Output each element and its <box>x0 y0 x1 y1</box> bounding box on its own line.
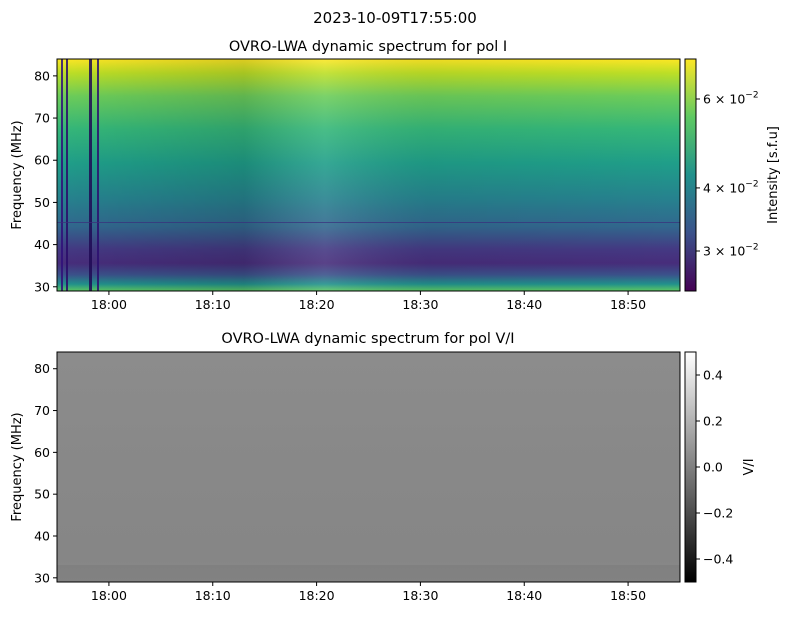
x-axis-pol-vi: 18:00 18:10 18:20 18:30 18:40 18:50 <box>91 582 646 603</box>
x-tick-label-pol-vi: 18:20 <box>299 588 335 603</box>
x-tick-label-pol-i: 18:00 <box>91 297 127 312</box>
frame-pol-i <box>56 58 681 292</box>
colorbar-tick-label-pol-vi: −0.2 <box>703 506 733 521</box>
x-tick-label-pol-vi: 18:00 <box>91 588 127 603</box>
colorbar-tick-label-pol-vi: 0.0 <box>703 460 723 475</box>
panel-pol-i: OVRO-LWA dynamic spectrum for pol I 30 40… <box>10 39 781 312</box>
y-tick-label-pol-i: 70 <box>34 111 50 126</box>
y-axis-label-pol-vi: Frequency (MHz) <box>10 412 25 521</box>
x-tick-label-pol-vi: 18:50 <box>610 588 646 603</box>
x-tick-label-pol-vi: 18:40 <box>506 588 542 603</box>
x-tick-label-pol-i: 18:20 <box>299 297 335 312</box>
y-axis-pol-i: 30 40 50 60 70 80 <box>34 68 57 294</box>
x-tick-label-pol-vi: 18:10 <box>195 588 231 603</box>
y-tick-label-pol-vi: 80 <box>34 361 50 376</box>
y-tick-label-pol-vi: 50 <box>34 487 50 502</box>
y-tick-label-pol-i: 60 <box>34 153 50 168</box>
colorbar-tick-label-pol-vi: −0.4 <box>703 552 733 567</box>
rfi-line-pol-i <box>57 222 680 223</box>
rfi-band-pol-vi <box>57 565 680 582</box>
y-tick-label-pol-i: 30 <box>34 279 50 294</box>
y-axis-label-pol-i: Frequency (MHz) <box>10 120 25 229</box>
x-axis-pol-i: 18:00 18:10 18:20 18:30 18:40 18:50 <box>91 291 646 312</box>
colorbar-tick-label-pol-i: 4 × 10−2 <box>703 179 759 195</box>
colorbar-tick-label-pol-vi: 0.4 <box>703 368 723 383</box>
y-tick-label-pol-vi: 40 <box>34 529 50 544</box>
y-tick-label-pol-i: 40 <box>34 237 50 252</box>
colorbar-gradient-pol-i <box>684 58 697 292</box>
y-tick-label-pol-vi: 60 <box>34 445 50 460</box>
x-tick-label-pol-i: 18:10 <box>195 297 231 312</box>
y-axis-pol-vi: 30 40 50 60 70 80 <box>34 361 57 585</box>
colorbar-gradient-pol-vi <box>684 351 697 583</box>
figure-suptitle: 2023-10-09T17:55:00 <box>313 9 477 27</box>
chart-title-pol-i: OVRO-LWA dynamic spectrum for pol I <box>229 39 507 55</box>
colorbar-tick-label-pol-vi: 0.2 <box>703 414 723 429</box>
plot-area-pol-vi <box>56 351 681 583</box>
colorbar-ticks-pol-vi: 0.4 0.2 0.0 −0.2 −0.4 <box>696 368 733 567</box>
colorbar-ticks-pol-i: 3 × 10−2 4 × 10−2 6 × 10−2 <box>696 90 759 259</box>
colorbar-pol-vi: 0.4 0.2 0.0 −0.2 −0.4 V/I <box>684 351 757 583</box>
y-tick-label-pol-vi: 70 <box>34 403 50 418</box>
plot-area-pol-i <box>56 58 681 292</box>
x-tick-label-pol-vi: 18:30 <box>402 588 438 603</box>
colorbar-label-pol-vi: V/I <box>742 458 757 475</box>
x-tick-label-pol-i: 18:40 <box>506 297 542 312</box>
x-tick-label-pol-i: 18:30 <box>402 297 438 312</box>
heatmap-pol-i-shading <box>57 59 680 291</box>
heatmap-pol-vi <box>57 352 680 582</box>
panel-pol-vi: OVRO-LWA dynamic spectrum for pol V/I 30… <box>10 331 757 603</box>
frame-pol-vi <box>56 351 681 583</box>
colorbar-tick-label-pol-i: 3 × 10−2 <box>703 243 759 259</box>
rfi-columns-pol-i <box>61 59 99 291</box>
colorbar-label-pol-i: Intensity [s.f.u] <box>766 126 781 224</box>
x-tick-label-pol-i: 18:50 <box>610 297 646 312</box>
y-tick-label-pol-i: 80 <box>34 68 50 83</box>
colorbar-tick-label-pol-i: 6 × 10−2 <box>703 90 759 106</box>
chart-title-pol-vi: OVRO-LWA dynamic spectrum for pol V/I <box>221 331 514 347</box>
y-tick-label-pol-vi: 30 <box>34 570 50 585</box>
colorbar-pol-i: 3 × 10−2 4 × 10−2 6 × 10−2 Intensity [s.f.… <box>684 58 781 292</box>
y-tick-label-pol-i: 50 <box>34 195 50 210</box>
